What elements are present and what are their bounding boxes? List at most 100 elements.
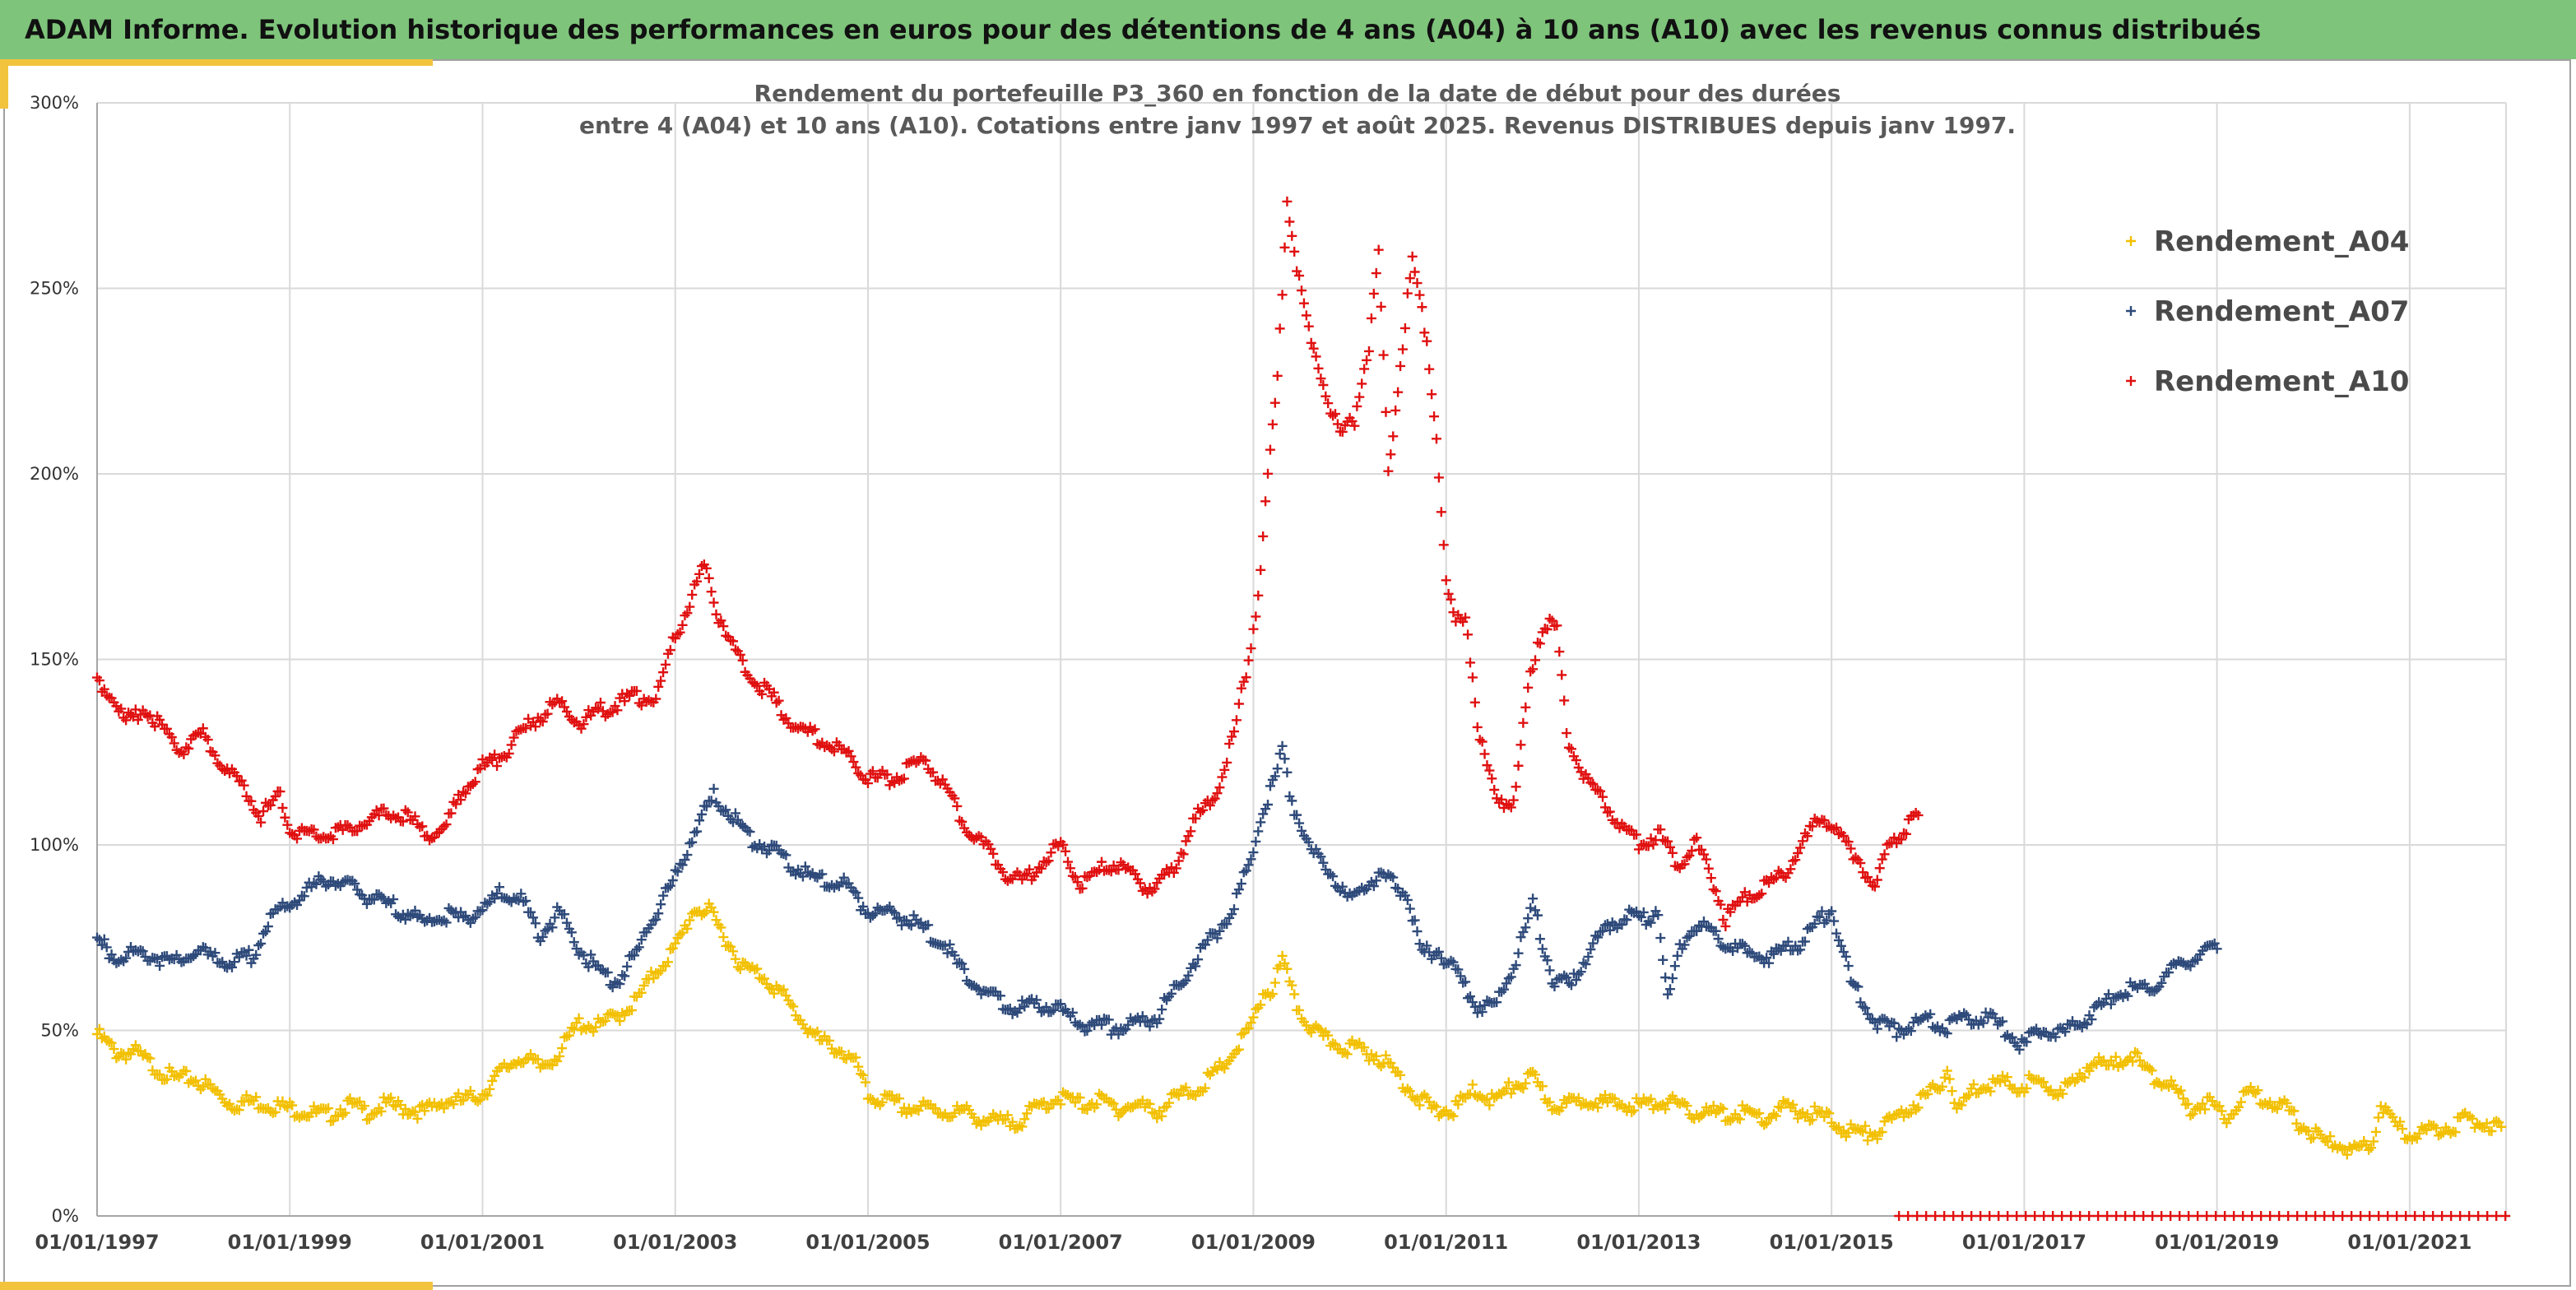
point: [1913, 810, 1924, 820]
point: [1412, 278, 1423, 289]
point: [730, 808, 740, 819]
point: [1217, 772, 1228, 782]
point: [1636, 912, 1646, 922]
point: [1058, 839, 1069, 850]
point: [355, 1096, 365, 1107]
point: [1330, 1039, 1340, 1050]
point: [1838, 1125, 1849, 1136]
point: [410, 811, 420, 822]
point: [781, 712, 791, 723]
point: [369, 1108, 379, 1119]
point: [1793, 847, 1803, 858]
point: [1256, 564, 1266, 575]
point: [882, 769, 893, 780]
point: [1956, 1100, 1967, 1111]
point: [1508, 795, 1519, 805]
point: [1534, 934, 1545, 944]
point: [573, 1013, 584, 1023]
point: [634, 942, 644, 953]
point: [1503, 1077, 1514, 1088]
point: [2368, 1136, 2379, 1147]
point: [2491, 1116, 2502, 1126]
point: [371, 1107, 382, 1118]
point: [658, 890, 669, 901]
point: [1939, 1072, 1950, 1083]
point: [1638, 839, 1649, 850]
point: [1378, 350, 1389, 360]
point: [1318, 857, 1329, 868]
point: [1576, 967, 1586, 977]
point: [1798, 836, 1808, 847]
point: [1046, 847, 1056, 858]
point: [1414, 939, 1425, 949]
point: [1041, 1001, 1051, 1012]
point: [595, 697, 606, 708]
point: [561, 917, 572, 928]
point: [1554, 647, 1565, 657]
point: [1414, 1100, 1425, 1111]
point: [2060, 1027, 2071, 1037]
point: [1142, 889, 1153, 899]
point: [831, 1048, 842, 1059]
point: [1202, 1067, 1213, 1078]
point: [1337, 426, 1348, 437]
point: [422, 915, 433, 926]
point: [653, 968, 664, 978]
point: [1388, 431, 1399, 442]
point: [1181, 836, 1191, 847]
point: [280, 812, 290, 823]
point: [1246, 1018, 1256, 1028]
point: [1544, 1097, 1555, 1107]
point: [2378, 1107, 2388, 1118]
point: [236, 775, 247, 786]
point: [2375, 1101, 2386, 1111]
point: [696, 809, 707, 819]
baseline-point: [1939, 1211, 1950, 1221]
point: [1771, 872, 1781, 883]
point: [1186, 826, 1196, 837]
point: [1853, 981, 1864, 992]
point: [441, 917, 452, 928]
point: [1860, 1003, 1871, 1014]
point: [1424, 364, 1435, 374]
point: [1998, 1070, 2008, 1081]
point: [1573, 969, 1584, 980]
point: [1448, 1111, 1459, 1121]
point: [1214, 782, 1225, 793]
point: [161, 723, 172, 734]
baseline-point: [2021, 1211, 2031, 1221]
point: [485, 1084, 495, 1094]
point: [557, 696, 568, 707]
point: [1672, 861, 1683, 872]
point: [1477, 1007, 1488, 1018]
point: [1263, 468, 1274, 479]
point: [1157, 1111, 1167, 1121]
point: [1482, 760, 1492, 771]
point: [1041, 857, 1051, 868]
point: [376, 1106, 387, 1116]
point: [757, 689, 768, 699]
point: [1757, 889, 1767, 899]
point: [1822, 1107, 1832, 1117]
point: [1894, 1023, 1905, 1034]
point: [350, 878, 360, 889]
point: [889, 777, 900, 788]
point: [1294, 818, 1305, 828]
point: [1961, 1092, 1972, 1102]
baseline-point: [2491, 1211, 2502, 1221]
point: [1692, 833, 1702, 843]
point: [106, 949, 117, 960]
point: [258, 928, 269, 939]
baseline-point: [2274, 1211, 2285, 1221]
point: [1433, 1111, 1444, 1121]
point: [617, 970, 628, 981]
point: [1007, 1116, 1018, 1127]
point: [1067, 1007, 1078, 1018]
point: [1173, 1090, 1184, 1101]
point: [1385, 1058, 1396, 1069]
baseline-point: [2392, 1211, 2402, 1221]
point: [1096, 856, 1107, 867]
point: [1294, 271, 1305, 281]
point: [1523, 682, 1534, 693]
point: [1383, 466, 1394, 476]
